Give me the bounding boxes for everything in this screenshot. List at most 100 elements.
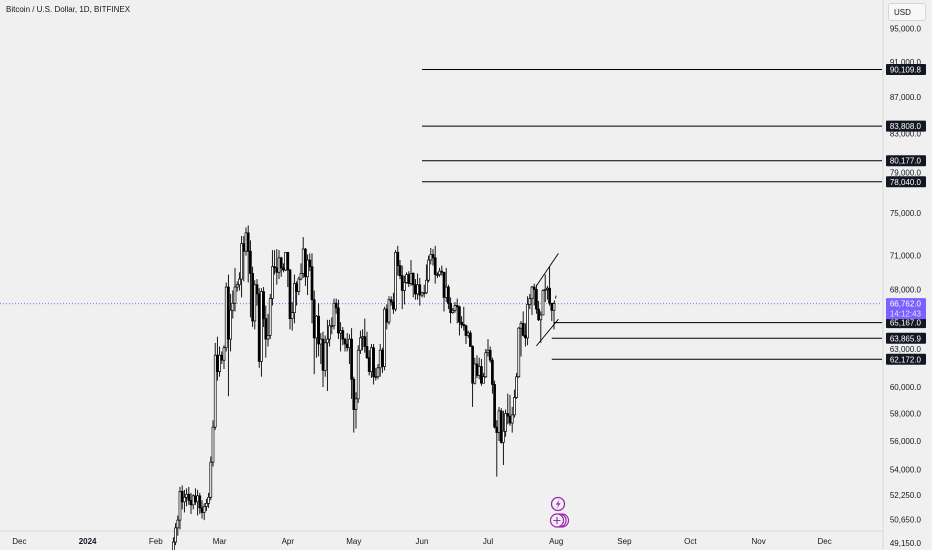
candle-body — [409, 273, 413, 284]
candle-body — [271, 266, 274, 299]
candle-2024-05-16 — [385, 304, 389, 330]
candle-2024-05-20 — [394, 250, 397, 312]
candle-2024-07-07 — [499, 408, 503, 444]
candle-body — [508, 415, 512, 424]
candle-body — [497, 410, 501, 433]
candle-2024-04-06 — [297, 276, 301, 296]
candle-2024-05-09 — [370, 344, 373, 379]
candle-body — [548, 287, 551, 304]
candle-body — [176, 519, 180, 529]
lightning-icon[interactable] — [550, 496, 566, 512]
candle-2024-03-12 — [242, 236, 246, 282]
candle-2024-07-19 — [526, 296, 529, 346]
trend-line-1[interactable] — [536, 318, 559, 347]
candle-2024-04-05 — [295, 281, 298, 306]
candle-body — [515, 376, 518, 398]
symbol-title: Bitcoin / U.S. Dollar, 1D, BITFINEX — [6, 5, 131, 14]
candle-2024-04-16 — [319, 333, 323, 364]
candle-body — [209, 461, 213, 498]
candle-2024-06-03 — [425, 264, 428, 294]
candle-body — [275, 267, 279, 273]
price-level-label-4[interactable]: 65,167.0 — [886, 317, 926, 329]
candle-2024-03-04 — [224, 282, 228, 352]
candle-2024-04-02 — [288, 268, 292, 330]
x-tick-label: Jul — [483, 537, 493, 546]
candle-body — [277, 257, 281, 273]
candle-2024-02-11 — [176, 515, 180, 536]
candle-2024-07-10 — [506, 393, 510, 425]
candle-2024-07-18 — [524, 323, 527, 347]
candle-2024-03-07 — [231, 290, 235, 319]
trend-line-2[interactable] — [553, 295, 557, 304]
price-level-lines[interactable] — [422, 69, 882, 360]
candle-body — [301, 248, 305, 274]
candle-body — [229, 309, 232, 340]
candle-body — [477, 366, 481, 376]
x-tick-label: May — [346, 537, 361, 546]
candle-2024-02-14 — [183, 489, 186, 513]
price-axis[interactable]: 95,000.0 91,000.0 87,000.0 83,000.0 79,000.0… — [886, 24, 926, 548]
price-level-label-6[interactable]: 62,172.0 — [886, 353, 926, 365]
candle-body — [416, 284, 419, 295]
time-axis[interactable]: Dec 2024 Feb Mar Apr May Jun Jul Aug Sep Oct Nov Dec — [12, 537, 831, 546]
candle-2024-05-18 — [389, 296, 393, 306]
x-tick-label: Apr — [282, 537, 295, 546]
trend-line-0[interactable] — [536, 253, 559, 287]
candle-body — [372, 347, 375, 378]
candle-2024-04-22 — [332, 298, 336, 330]
candle-body — [297, 278, 301, 292]
candle-2024-06-17 — [455, 298, 459, 324]
candle-2024-02-10 — [174, 523, 177, 546]
events-icon[interactable] — [549, 513, 570, 528]
candle-body — [178, 490, 182, 521]
candle-2024-05-17 — [387, 296, 391, 325]
candle-body — [526, 304, 529, 339]
candle-2024-02-27 — [211, 420, 215, 467]
candle-body — [279, 257, 283, 269]
candle-body — [464, 325, 468, 336]
channel-drawings[interactable] — [536, 253, 559, 347]
candle-body — [284, 251, 287, 271]
candle-2024-03-24 — [268, 293, 272, 340]
price-level-label-0[interactable]: 90,109.8 — [886, 64, 926, 76]
price-level-label-2[interactable]: 80,177.0 — [886, 155, 926, 167]
price-level-label-5[interactable]: 63,865.9 — [886, 332, 926, 344]
price-level-text: 63,865.9 — [890, 334, 922, 343]
x-tick-label: 2024 — [79, 537, 97, 546]
candle-body — [460, 321, 463, 325]
candle-2024-05-29 — [414, 279, 417, 300]
y-tick-label: 63,000.0 — [890, 345, 922, 354]
candle-2024-05-23 — [400, 265, 404, 310]
candle-body — [438, 270, 441, 275]
candle-2024-06-18 — [458, 305, 461, 336]
event-icons[interactable] — [549, 496, 570, 528]
candle-2024-03-28 — [277, 250, 281, 280]
candle-body — [359, 337, 362, 351]
price-level-label-1[interactable]: 83,808.0 — [886, 120, 926, 132]
candle-body — [191, 495, 195, 506]
candle-body — [449, 302, 452, 313]
candle-body — [411, 273, 415, 286]
price-level-label-3[interactable]: 78,040.0 — [886, 176, 926, 188]
candle-body — [466, 332, 470, 336]
candle-body — [495, 426, 499, 433]
candle-2024-04-28 — [345, 333, 349, 352]
candle-2024-07-16 — [519, 320, 523, 357]
candle-2024-06-16 — [453, 302, 457, 313]
candle-2024-02-15 — [185, 488, 188, 507]
candle-2024-06-08 — [436, 272, 439, 278]
candle-body — [486, 349, 490, 354]
candle-2024-06-02 — [422, 284, 426, 298]
candle-body — [251, 273, 254, 322]
bar-countdown-text: 14:12:43 — [890, 310, 922, 319]
price-level-text: 83,808.0 — [890, 122, 922, 131]
x-tick-label: Dec — [817, 537, 831, 546]
candle-2024-06-13 — [447, 284, 450, 310]
candle-2024-05-26 — [407, 271, 411, 288]
candle-body — [343, 338, 347, 345]
candle-2024-03-15 — [249, 240, 252, 318]
y-tick-label: 56,000.0 — [890, 437, 922, 446]
candle-body — [469, 332, 472, 347]
currency-button[interactable]: USD — [888, 3, 926, 21]
